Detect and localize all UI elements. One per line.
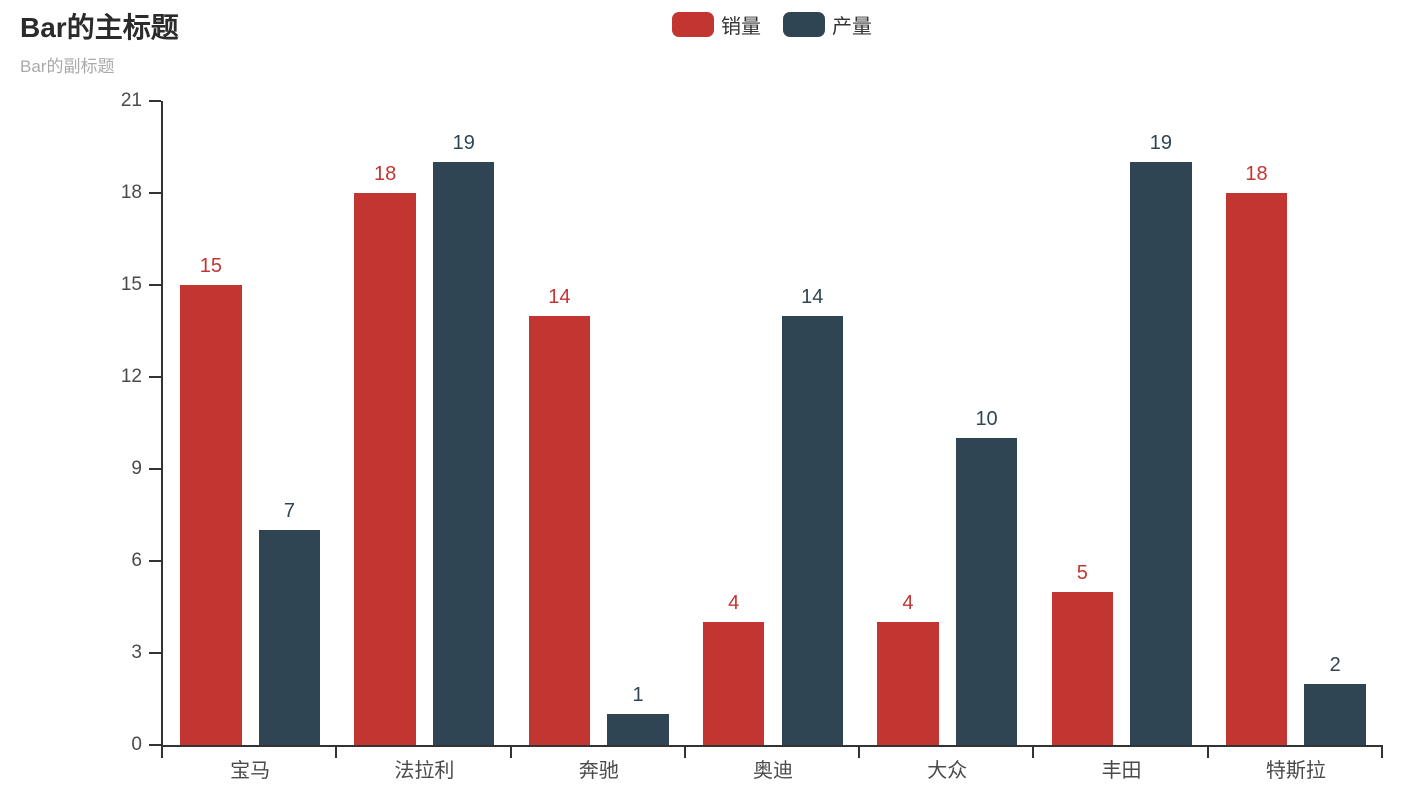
x-category-label: 丰田 — [1101, 760, 1142, 782]
x-axis-tick — [684, 747, 686, 758]
bar-销量-丰田[interactable] — [1051, 591, 1114, 745]
production-swatch-icon — [783, 12, 825, 37]
y-axis-tick — [149, 376, 161, 378]
bar-value-label: 4 — [728, 592, 740, 615]
x-category-label: 大众 — [927, 760, 968, 782]
y-tick-label: 15 — [120, 274, 142, 295]
x-axis-tick — [161, 747, 163, 758]
bar-产量-丰田[interactable] — [1130, 162, 1192, 745]
bar-value-label: 18 — [1245, 163, 1268, 185]
bar-销量-特斯拉[interactable] — [1225, 193, 1288, 745]
bar-产量-大众[interactable] — [955, 438, 1018, 745]
legend-item-sales[interactable]: 销量 — [672, 10, 761, 39]
x-axis-tick — [1032, 747, 1034, 758]
x-category-label: 特斯拉 — [1265, 760, 1326, 782]
legend: 销量 产量 — [672, 10, 872, 39]
bar-销量-奔驰[interactable] — [528, 315, 591, 745]
y-tick-label: 6 — [131, 550, 142, 571]
x-category-label: 奔驰 — [578, 760, 619, 782]
bar-value-label: 4 — [902, 592, 914, 615]
y-tick-label: 21 — [120, 90, 142, 111]
chart-subtitle: Bar的副标题 — [20, 57, 115, 76]
bar-value-label: 19 — [452, 132, 475, 155]
legend-label-production: 产量 — [832, 16, 872, 38]
bar-value-label: 5 — [1076, 561, 1088, 584]
chart-title: Bar的主标题 — [20, 12, 179, 43]
bar-value-label: 19 — [1149, 132, 1172, 155]
bar-value-label: 14 — [548, 285, 571, 308]
x-axis-tick — [1381, 747, 1383, 758]
bar-产量-法拉利[interactable] — [432, 162, 495, 745]
y-tick-label: 3 — [131, 642, 142, 663]
y-axis-tick — [149, 192, 161, 194]
y-tick-label: 9 — [131, 458, 142, 479]
bar-销量-奥迪[interactable] — [702, 622, 765, 745]
bar-value-label: 7 — [283, 500, 295, 523]
bar-value-label: 18 — [373, 163, 397, 185]
y-axis-tick — [149, 652, 161, 654]
y-axis-line — [161, 101, 163, 747]
x-axis-tick — [335, 747, 337, 758]
bar-产量-奥迪[interactable] — [781, 315, 844, 745]
bar-value-label: 1 — [632, 684, 644, 707]
y-tick-label: 18 — [120, 182, 142, 203]
x-category-label: 宝马 — [230, 760, 271, 782]
x-axis-tick — [858, 747, 860, 758]
y-tick-label: 0 — [131, 734, 142, 755]
bar-value-label: 2 — [1329, 653, 1341, 676]
bar-value-label: 10 — [975, 408, 998, 431]
y-axis-tick — [149, 744, 161, 746]
x-axis-tick — [1207, 747, 1209, 758]
x-axis-tick — [510, 747, 512, 758]
legend-label-sales: 销量 — [721, 16, 761, 38]
bar-产量-奔驰[interactable] — [607, 714, 669, 745]
bar-销量-大众[interactable] — [877, 622, 939, 745]
x-axis-line — [161, 745, 1383, 747]
sales-swatch-icon — [672, 12, 714, 37]
bar-产量-宝马[interactable] — [258, 530, 321, 745]
bar-销量-法拉利[interactable] — [354, 193, 416, 745]
y-axis-tick — [149, 100, 161, 102]
legend-item-production[interactable]: 产量 — [783, 10, 872, 39]
x-category-label: 奥迪 — [752, 760, 793, 782]
bar-产量-特斯拉[interactable] — [1304, 683, 1366, 745]
y-axis-tick — [149, 560, 161, 562]
y-axis-tick — [149, 284, 161, 286]
bar-value-label: 15 — [199, 255, 222, 277]
y-axis-tick — [149, 468, 161, 470]
x-category-label: 法拉利 — [394, 760, 455, 782]
bar-value-label: 14 — [801, 285, 824, 308]
y-tick-label: 12 — [120, 366, 142, 387]
bar-销量-宝马[interactable] — [180, 285, 242, 745]
